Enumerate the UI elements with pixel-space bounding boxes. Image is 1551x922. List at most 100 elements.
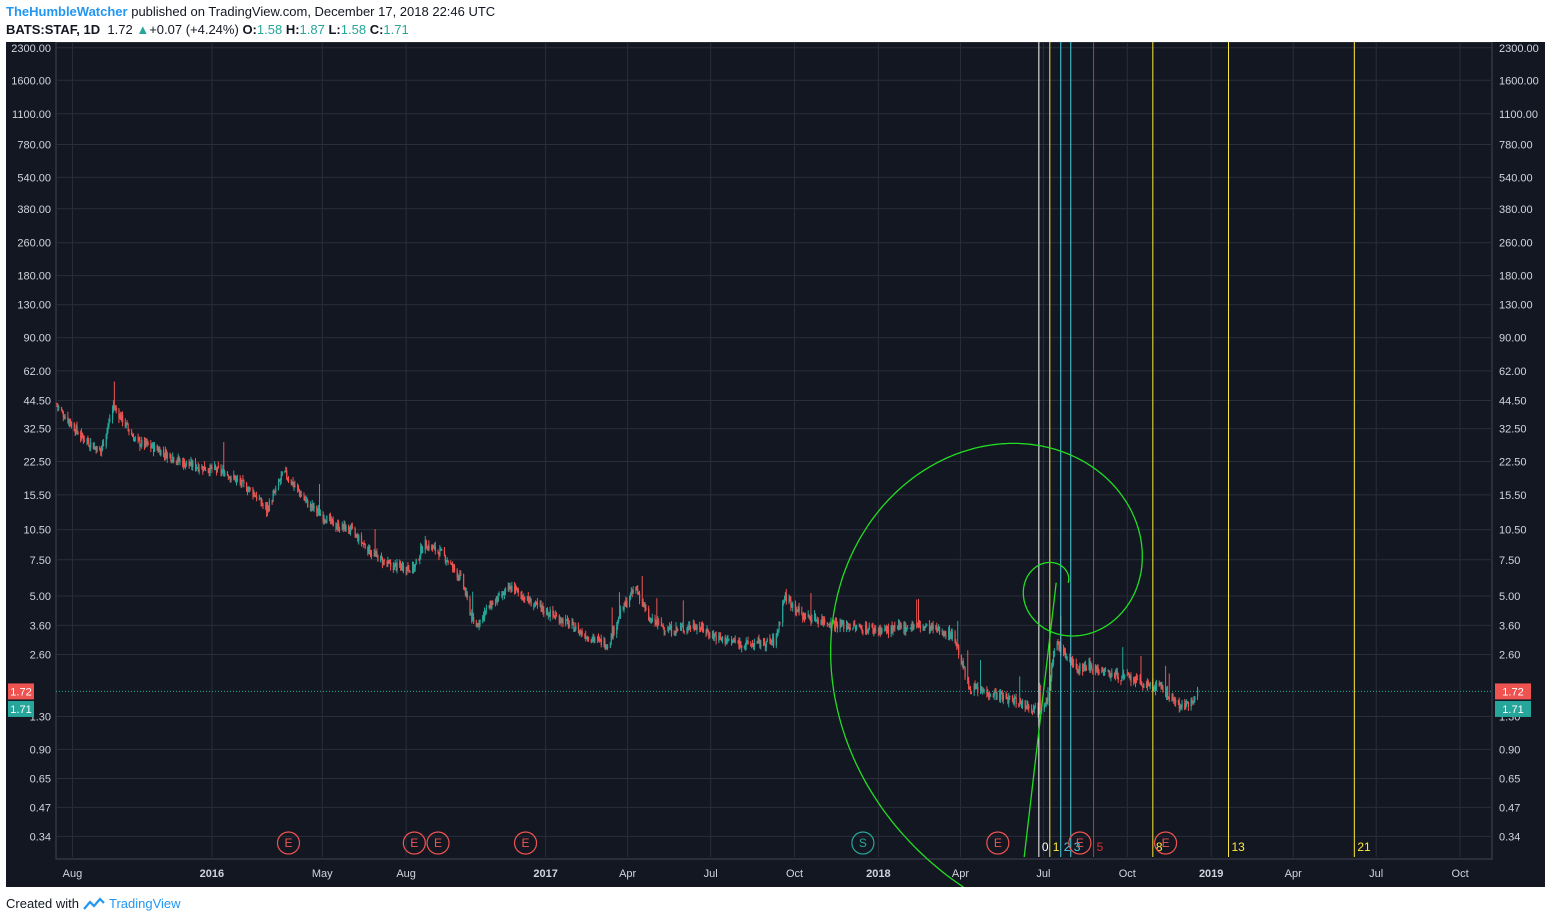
candle-body <box>534 604 536 606</box>
candle-body <box>566 619 569 622</box>
candle-body <box>605 648 607 650</box>
earnings-marker[interactable] <box>986 831 1010 855</box>
candle-body <box>185 462 188 465</box>
candle-body <box>485 607 488 611</box>
candle-body <box>1102 669 1104 671</box>
candle-body <box>891 625 893 633</box>
candle-body <box>724 637 726 644</box>
candle-body <box>1065 657 1067 659</box>
candle-body <box>663 627 665 632</box>
candle-body <box>682 626 684 631</box>
earnings-marker[interactable] <box>1153 831 1178 855</box>
candle-body <box>450 562 452 564</box>
candle-body <box>236 479 239 481</box>
candle-body <box>868 626 870 629</box>
candle-body <box>747 640 749 645</box>
candle-body <box>124 423 126 427</box>
candle-body <box>388 560 390 563</box>
candle-body <box>58 407 60 409</box>
price-chart[interactable]: 2300.00 2300.00 1600.00 1600.00 1100.00 1100.… <box>6 41 1545 922</box>
candle-body <box>337 523 339 528</box>
candle-body <box>1185 703 1187 710</box>
candle-body <box>911 624 913 628</box>
candle-body <box>548 615 550 617</box>
earnings-marker[interactable] <box>402 831 426 855</box>
candle-body <box>191 460 193 468</box>
fibonacci-spiral-radius[interactable] <box>1023 582 1057 858</box>
y-tick-label-left: 180.00 <box>17 271 51 283</box>
candle-body <box>139 440 141 447</box>
split-marker[interactable] <box>851 831 875 855</box>
candle-body <box>1180 706 1182 708</box>
fib-time-zone-label: 0 <box>1042 840 1049 854</box>
candle-body <box>795 611 798 613</box>
author-link[interactable]: TheHumbleWatcher <box>6 4 128 19</box>
earnings-marker[interactable] <box>426 831 450 855</box>
chart-container[interactable]: 2300.00 2300.00 1600.00 1600.00 1100.00 1100.… <box>6 41 1545 922</box>
earnings-marker[interactable] <box>1068 831 1092 855</box>
earnings-marker[interactable] <box>276 831 301 855</box>
candle-body <box>893 625 895 627</box>
candle-body <box>1032 709 1035 712</box>
candle-body <box>721 637 724 640</box>
candle-body <box>163 450 165 454</box>
candle-body <box>357 534 359 542</box>
low-value: 1.58 <box>340 22 367 37</box>
candle-body <box>923 626 925 628</box>
candle-body <box>64 416 66 419</box>
candle-body <box>990 695 992 697</box>
symbol-label[interactable]: BATS:STAF, 1D <box>6 22 101 37</box>
candle-body <box>555 615 557 618</box>
candle-body <box>705 631 707 633</box>
candle-body <box>319 514 322 516</box>
x-tick-label: Jul <box>1036 868 1050 880</box>
y-tick-label-right: 540.00 <box>1499 172 1533 184</box>
candle-body <box>980 686 982 693</box>
candle-body <box>618 616 620 622</box>
candle-body <box>854 623 856 626</box>
candle-body <box>419 556 421 561</box>
candle-body <box>464 589 467 595</box>
candle-body <box>855 625 857 630</box>
candle-body <box>792 604 794 608</box>
candle-body <box>241 480 243 485</box>
candle-body <box>1167 697 1170 699</box>
candle-body <box>1111 672 1113 677</box>
candle-body <box>738 642 740 647</box>
candle-body <box>305 500 307 502</box>
open-value: 1.58 <box>256 22 283 37</box>
candle-body <box>994 692 996 694</box>
candle-body <box>1179 706 1181 709</box>
low-label: L: <box>328 22 341 37</box>
candle-body <box>354 528 356 535</box>
candle-body <box>592 638 594 641</box>
y-tick-label-left: 260.00 <box>17 238 51 250</box>
candle-body <box>304 499 306 501</box>
candle-body <box>694 628 696 630</box>
candle-body <box>637 589 639 593</box>
candle-body <box>1121 676 1123 681</box>
candle-body <box>204 466 206 470</box>
candle-body <box>613 627 615 634</box>
candle-body <box>769 639 771 641</box>
x-tick-label: Jul <box>1369 868 1383 880</box>
candle-body <box>1108 670 1110 674</box>
candle-body <box>172 457 174 462</box>
candle-body <box>702 628 705 632</box>
fibonacci-spiral[interactable] <box>830 442 1370 922</box>
candle-body <box>469 597 471 615</box>
candle-body <box>1107 670 1109 672</box>
candle-body <box>718 635 720 641</box>
earnings-marker[interactable] <box>513 831 538 855</box>
candle-body <box>507 586 509 590</box>
candle-body <box>913 625 915 628</box>
y-tick-label-right: 2.60 <box>1499 649 1520 661</box>
tradingview-brand[interactable]: TradingView <box>108 896 181 911</box>
candle-body <box>392 566 395 571</box>
candle-body <box>611 633 613 638</box>
candle-body <box>294 485 296 487</box>
candle-body <box>840 621 842 626</box>
candle-body <box>919 625 922 629</box>
candle-body <box>533 605 535 607</box>
candle-body <box>515 587 517 593</box>
